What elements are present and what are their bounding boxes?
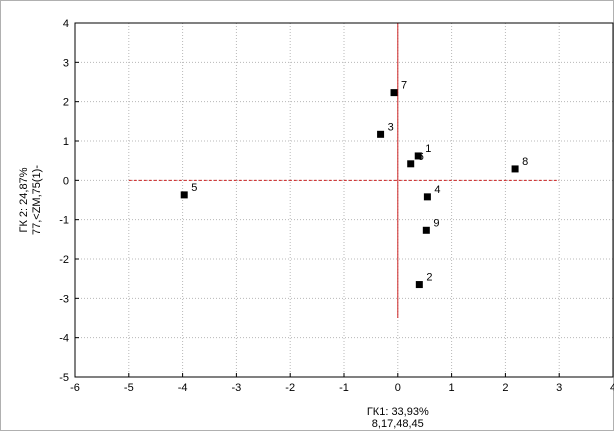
point-label-5: 5 <box>191 182 197 194</box>
y-tick-label: -4 <box>59 333 69 345</box>
data-point-3 <box>377 130 385 138</box>
grid-lines <box>74 22 614 378</box>
point-label-6: 6 <box>418 151 424 163</box>
y-tick-label: 4 <box>63 18 69 30</box>
x-tick-label: 3 <box>556 382 562 394</box>
point-label-4: 4 <box>434 184 440 196</box>
data-point-1 <box>414 152 422 160</box>
data-point-4 <box>423 193 431 201</box>
x-tick-label: 1 <box>449 382 455 394</box>
y-axis-label-line-2: 77,<ZM,75(1)- <box>31 165 43 235</box>
x-tick-label: -6 <box>70 382 80 394</box>
x-tick-label: 0 <box>395 382 401 394</box>
data-point-9 <box>422 226 430 234</box>
x-tick-label: 4 <box>610 382 614 394</box>
y-tick-label: -3 <box>59 293 69 305</box>
x-tick-label: -4 <box>178 382 188 394</box>
data-point-5 <box>180 191 188 199</box>
x-tick-label: -3 <box>232 382 242 394</box>
y-tick-label: -1 <box>59 215 69 227</box>
point-label-3: 3 <box>388 121 394 133</box>
point-label-1: 1 <box>425 143 431 155</box>
y-tick-label: 1 <box>63 136 69 148</box>
y-tick-label: 3 <box>63 57 69 69</box>
y-tick-label: 2 <box>63 97 69 109</box>
x-axis-label-line-2: 8,17,48,45 <box>372 418 424 430</box>
y-tick-label: 0 <box>63 175 69 187</box>
y-tick-label: -5 <box>59 372 69 384</box>
data-point-7 <box>390 89 398 97</box>
x-axis-label-line-1: ГК1: 33,93% <box>367 406 429 418</box>
y-tick-label: -2 <box>59 254 69 266</box>
point-label-9: 9 <box>433 217 439 229</box>
x-tick-label: -5 <box>124 382 134 394</box>
data-points: 1 2 3 4 5 6 7 8 9 <box>180 80 528 289</box>
x-tick-label: -1 <box>339 382 349 394</box>
reference-lines <box>128 23 560 318</box>
y-axis-label-line-1: ГК 2: 24,87% <box>18 167 30 232</box>
point-label-8: 8 <box>522 156 528 168</box>
x-tick-label: -2 <box>285 382 295 394</box>
x-tick-label: 2 <box>502 382 508 394</box>
data-point-8 <box>511 165 519 173</box>
data-point-2 <box>415 281 423 289</box>
data-point-6 <box>407 160 415 168</box>
point-label-7: 7 <box>401 80 407 92</box>
point-label-2: 2 <box>426 272 432 284</box>
